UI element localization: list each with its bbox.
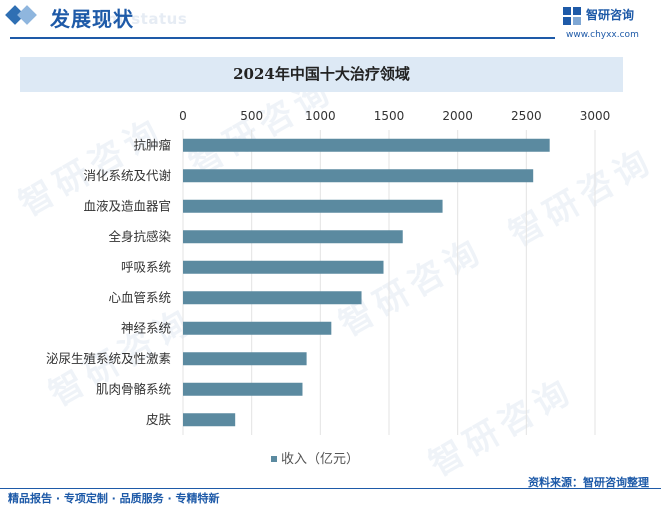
bar [183,230,403,244]
bar [183,169,534,183]
bar [183,260,384,274]
x-tick-label: 2500 [511,109,542,123]
category-label: 神经系统 [121,320,171,335]
bar [183,382,303,396]
x-tick-label: 2000 [442,109,473,123]
page-title: 发展现状 [50,7,134,31]
bar [183,291,362,305]
x-tick-label: 3000 [580,109,611,123]
category-label: 消化系统及代谢 [83,168,171,183]
category-label: 心血管系统 [108,290,171,305]
category-label: 泌尿生殖系统及性激素 [46,351,171,366]
x-tick-label: 1000 [305,109,336,123]
legend-swatch [271,456,277,462]
category-label: 全身抗感染 [108,229,171,244]
brand-name: 智研咨询 [586,8,635,22]
category-label: 皮肤 [146,412,172,427]
bar [183,321,332,335]
bar [183,352,307,366]
x-tick-label: 500 [240,109,263,123]
chart-title-band: 2024年中国十大治疗领域 [20,57,623,92]
x-tick-label: 1500 [374,109,405,123]
legend-label: 收入（亿元） [281,452,359,467]
footer-tagline: 精品报告 · 专项定制 · 品质服务 · 专精特新 [8,492,220,505]
bar [183,413,236,427]
chart-title: 2024年中国十大治疗领域 [233,65,410,83]
footer-divider [0,488,661,489]
bar [183,199,443,213]
category-label: 呼吸系统 [121,259,171,274]
zhiyan-logo-icon [563,7,581,25]
bar [183,138,550,152]
data-source: 资料来源：智研咨询整理 [528,476,649,489]
header: ent status 发展现状 智研咨询 www.chyxx.com [0,0,661,44]
category-label: 抗肿瘤 [133,137,171,152]
x-tick-label: 0 [179,109,187,123]
category-label: 血液及造血器官 [83,198,171,213]
header-divider [10,37,555,39]
category-label: 肌肉骨骼系统 [96,381,171,396]
brand-url: www.chyxx.com [566,30,639,40]
page-title-en: ent status [96,10,188,28]
